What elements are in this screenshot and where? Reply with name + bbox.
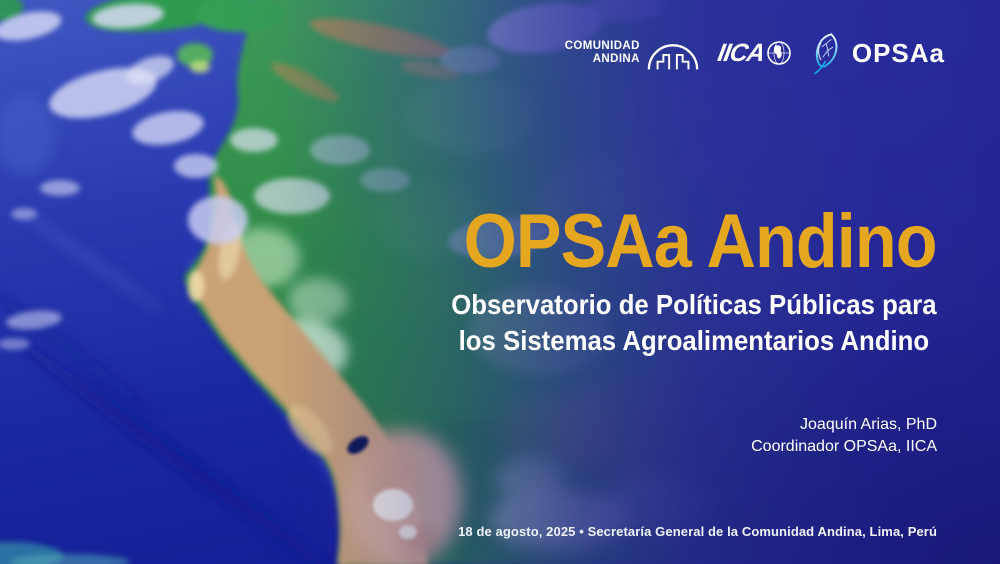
page-subtitle: Observatorio de Políticas Públicas para … [452,287,937,359]
page-title: OPSAa Andino [463,199,938,284]
opsaa-logo: OPSAa [810,30,945,76]
comunidad-andina-label-line2: ANDINA [592,53,640,65]
event-footer: 18 de agosto, 2025 • Secretaría General … [458,524,937,539]
author-role: Coordinador OPSAa, IICA [751,438,937,455]
andean-arch-icon [647,44,699,70]
author-block: Joaquín Arias, PhD Coordinador OPSAa, II… [751,414,937,458]
americas-globe-icon [767,41,791,65]
iica-logo: IICA [715,38,792,68]
author-name: Joaquín Arias, PhD [800,416,937,433]
subtitle-line2: los Sistemas Agroalimentarios Andino [459,325,930,356]
comunidad-andina-logo: COMUNIDAD ANDINA [565,34,700,72]
leaf-icon [814,33,838,75]
logo-bar: COMUNIDAD ANDINA IICA [565,30,945,76]
opsaa-label: OPSAa [851,37,945,68]
title-block: OPSAa Andino Observatorio de Políticas P… [409,199,938,359]
iica-label: IICA [715,38,767,67]
subtitle-line1: Observatorio de Políticas Públicas para [451,289,937,320]
comunidad-andina-label-line1: COMUNIDAD [564,40,640,52]
